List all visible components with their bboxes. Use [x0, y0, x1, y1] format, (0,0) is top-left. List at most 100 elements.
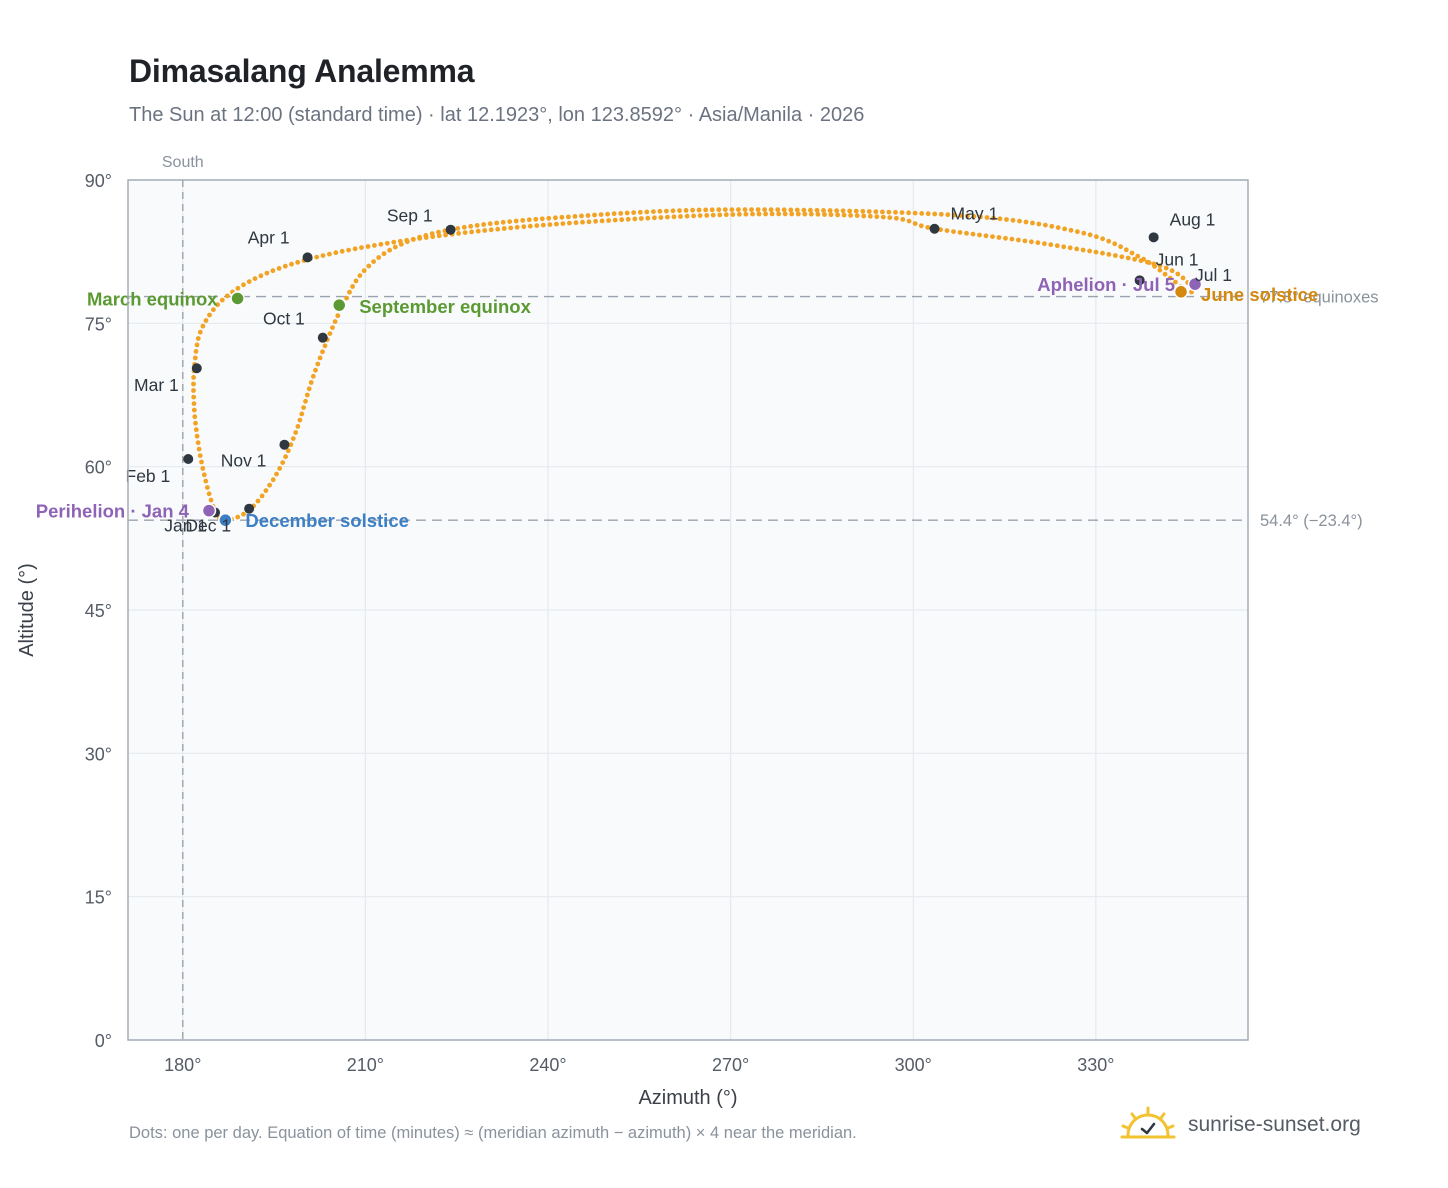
daily-dot: [690, 207, 695, 213]
daily-dot: [252, 276, 258, 281]
daily-dot: [965, 213, 970, 219]
daily-dot: [224, 293, 230, 299]
daily-dot: [611, 211, 617, 217]
daily-dot: [821, 208, 826, 213]
daily-dot: [1093, 249, 1099, 255]
month-label: Mar 1: [134, 375, 179, 395]
daily-dot: [192, 414, 198, 420]
daily-dot: [201, 472, 207, 478]
daily-dot: [258, 273, 264, 279]
daily-dot: [788, 207, 794, 213]
daily-dot: [241, 511, 246, 517]
daily-dot: [274, 471, 279, 477]
y-tick-label: 45°: [85, 601, 112, 621]
daily-dot: [841, 212, 847, 218]
daily-dot: [585, 213, 591, 218]
daily-dot: [270, 477, 276, 483]
daily-dot: [789, 211, 795, 217]
daily-dot: [1036, 221, 1042, 227]
daily-dot: [729, 207, 735, 213]
daily-dot: [710, 212, 716, 218]
daily-dot: [697, 213, 703, 219]
month-marker: [929, 223, 940, 234]
daily-dot: [280, 460, 286, 465]
daily-dot: [756, 211, 762, 217]
daily-dot: [507, 219, 513, 225]
markers: [183, 223, 1203, 528]
daily-dot: [320, 253, 326, 258]
daily-dot: [205, 485, 210, 490]
daily-dot: [315, 361, 321, 367]
y-tick-label: 75°: [85, 314, 112, 334]
brand[interactable]: sunrise-sunset.org: [1120, 1104, 1361, 1146]
daily-dot: [330, 325, 335, 330]
daily-dot: [945, 212, 951, 218]
daily-dot: [487, 221, 493, 227]
daily-dot: [716, 207, 722, 213]
daily-dot: [207, 312, 212, 318]
daily-dot: [1157, 263, 1163, 269]
daily-dot: [500, 219, 506, 225]
daily-dot: [455, 226, 461, 231]
daily-dot: [887, 215, 893, 221]
daily-dot: [387, 247, 392, 253]
x-tick-label: 240°: [529, 1055, 566, 1075]
daily-dot: [411, 237, 416, 242]
daily-dot: [579, 213, 584, 219]
daily-dot: [533, 216, 539, 222]
daily-dot: [352, 246, 358, 252]
sun-logo-icon: [1120, 1105, 1176, 1146]
daily-dot: [625, 216, 631, 222]
event-marker: [1187, 276, 1203, 292]
daily-dot: [664, 208, 669, 214]
daily-dot: [488, 227, 494, 233]
daily-dot: [1030, 220, 1035, 226]
daily-dot: [665, 214, 670, 220]
daily-dot: [306, 386, 312, 392]
daily-dot: [192, 355, 198, 361]
daily-dot: [299, 411, 305, 417]
axes: 180° 210° 240° 270° 300° 330° 0° 15° 30° 45° 60° 75…: [85, 171, 1115, 1075]
daily-dot: [618, 211, 624, 216]
month-label: Apr 1: [248, 227, 290, 247]
month-marker: [317, 332, 328, 343]
y-tick-label: 90°: [85, 171, 112, 191]
daily-dot: [344, 295, 349, 301]
daily-dot: [580, 219, 585, 225]
daily-dot: [1094, 234, 1099, 240]
daily-dot: [203, 478, 209, 484]
daily-dot: [193, 349, 199, 354]
daily-dot: [206, 491, 212, 497]
daily-dot: [612, 217, 618, 223]
daily-dot: [1169, 268, 1175, 274]
plot-frame: [127, 179, 1249, 1041]
daily-dot: [372, 243, 377, 248]
daily-dot: [717, 212, 723, 218]
daily-dot: [301, 405, 306, 410]
daily-dot: [671, 214, 677, 220]
daily-dot: [742, 207, 748, 213]
daily-dot: [983, 233, 989, 239]
daily-dot: [794, 207, 800, 213]
daily-dot: [553, 215, 558, 221]
daily-dot: [310, 373, 316, 379]
event-label: December solstice: [245, 510, 409, 531]
daily-dot: [769, 211, 775, 217]
daily-dot: [191, 394, 197, 400]
month-marker: [1148, 232, 1159, 243]
y-tick-label: 0°: [95, 1031, 112, 1051]
daily-dot: [925, 225, 931, 230]
daily-dot: [814, 207, 820, 213]
daily-dot: [327, 251, 332, 257]
daily-dot: [1067, 245, 1073, 251]
daily-dot: [912, 210, 918, 216]
daily-dot: [1048, 242, 1054, 248]
daily-dot: [722, 207, 728, 213]
daily-dot: [508, 225, 514, 231]
daily-dot: [215, 302, 221, 308]
daily-dot: [1173, 279, 1178, 285]
daily-dot: [1087, 232, 1093, 238]
daily-dot: [775, 207, 781, 213]
daily-dot: [1113, 253, 1118, 258]
daily-dot: [1135, 253, 1141, 259]
